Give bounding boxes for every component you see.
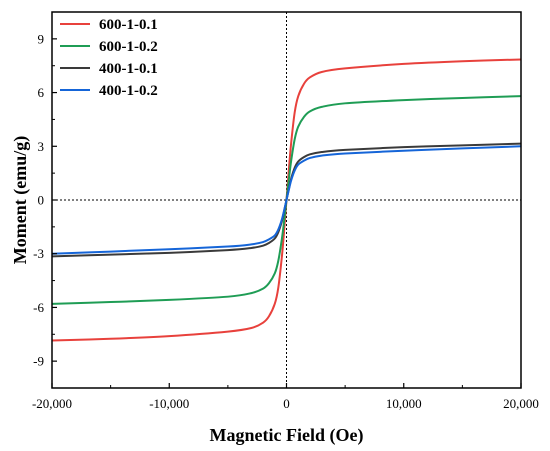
series-line-400-1-0.2 [51, 145, 522, 255]
x-tick-label: 20,000 [503, 396, 539, 411]
x-tick-label: -20,000 [32, 396, 72, 411]
y-axis-ticks: -9 -6 -3 0 3 6 9 [33, 11, 57, 389]
y-tick-label: -6 [33, 300, 44, 315]
legend-label: 400-1-0.2 [99, 83, 158, 99]
x-tick-label: -10,000 [149, 396, 189, 411]
legend: 600-1-0.1 600-1-0.2 400-1-0.1 400-1-0.2 [60, 17, 158, 99]
legend-label: 600-1-0.1 [99, 17, 158, 33]
y-tick-label: -9 [33, 354, 44, 369]
series-layer [51, 58, 522, 342]
y-tick-label: 0 [38, 193, 45, 208]
y-tick-label: 3 [38, 139, 45, 154]
legend-label: 600-1-0.2 [99, 39, 158, 55]
x-tick-label: 0 [283, 396, 290, 411]
y-tick-label: 6 [38, 85, 45, 100]
x-axis-ticks: -20,000 -10,000 0 10,000 20,000 [32, 383, 539, 411]
legend-label: 400-1-0.1 [99, 61, 158, 77]
x-axis-title: Magnetic Field (Oe) [210, 425, 364, 446]
y-tick-label: 9 [38, 31, 45, 46]
y-tick-label: -3 [33, 246, 44, 261]
y-axis-title: Moment (emu/g) [10, 136, 31, 264]
x-tick-label: 10,000 [386, 396, 422, 411]
